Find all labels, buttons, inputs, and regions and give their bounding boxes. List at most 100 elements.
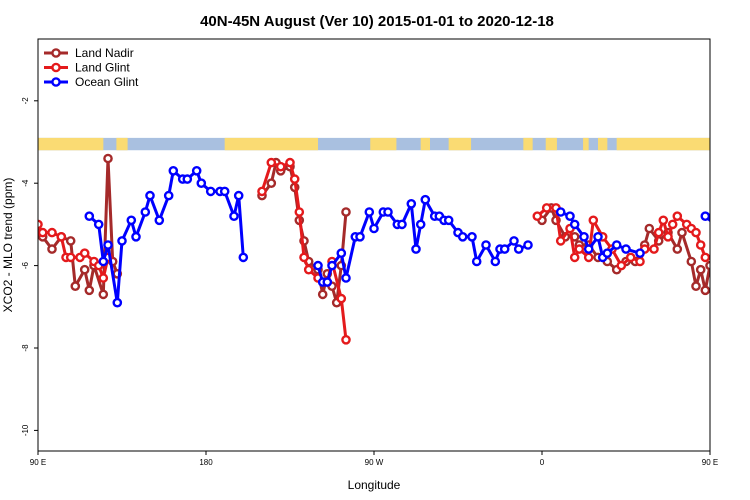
data-point bbox=[238, 252, 249, 263]
data-point bbox=[583, 252, 594, 263]
data-point bbox=[471, 256, 482, 267]
data-point bbox=[98, 273, 109, 283]
data-point bbox=[364, 207, 375, 217]
data-point bbox=[219, 186, 230, 197]
data-point bbox=[677, 227, 687, 238]
data-point bbox=[98, 289, 109, 300]
data-point bbox=[565, 211, 575, 221]
data-point bbox=[691, 227, 701, 238]
land-band bbox=[370, 137, 397, 151]
x-tick-label: 90 E bbox=[702, 458, 718, 467]
data-point bbox=[691, 281, 701, 292]
land-band bbox=[38, 137, 104, 151]
data-point bbox=[499, 244, 510, 254]
data-point bbox=[84, 211, 95, 221]
data-point bbox=[667, 219, 678, 230]
data-point bbox=[555, 207, 566, 217]
data-point bbox=[621, 244, 631, 254]
data-point bbox=[117, 236, 127, 246]
data-point bbox=[313, 260, 323, 271]
data-point bbox=[383, 207, 393, 217]
legend-label: Land Glint bbox=[75, 61, 130, 75]
x-tick-label: 90 W bbox=[365, 458, 384, 467]
x-tick-label: 90 E bbox=[30, 458, 46, 467]
data-point bbox=[653, 227, 664, 238]
data-point bbox=[716, 291, 723, 298]
data-point bbox=[336, 248, 347, 258]
data-point bbox=[336, 293, 347, 304]
data-point bbox=[84, 285, 95, 296]
series-layer bbox=[38, 153, 750, 345]
data-point bbox=[541, 203, 552, 213]
data-point bbox=[299, 252, 309, 263]
land-band bbox=[598, 137, 608, 151]
series-line bbox=[260, 161, 348, 340]
data-point bbox=[744, 217, 750, 224]
data-point bbox=[611, 240, 622, 250]
data-point bbox=[602, 248, 613, 258]
data-point bbox=[266, 178, 277, 188]
data-point bbox=[593, 231, 603, 242]
legend-item: Land Nadir bbox=[44, 46, 134, 60]
data-point bbox=[734, 254, 741, 261]
data-point bbox=[672, 244, 683, 254]
data-point bbox=[725, 262, 732, 269]
data-point bbox=[79, 248, 90, 258]
data-point bbox=[420, 194, 431, 205]
data-point bbox=[131, 231, 141, 242]
land-ocean-mask bbox=[38, 137, 710, 151]
data-point bbox=[303, 264, 314, 275]
data-point bbox=[285, 157, 295, 168]
data-point bbox=[709, 223, 710, 226]
data-point bbox=[663, 231, 673, 242]
legend-swatch-marker bbox=[51, 62, 61, 73]
data-point bbox=[513, 244, 524, 254]
y-axis: -2 -4 -6 -8 -10 bbox=[21, 97, 38, 436]
data-point bbox=[145, 190, 155, 201]
land-band bbox=[448, 137, 472, 151]
legend-item: Ocean Glint bbox=[44, 75, 139, 89]
y-tick-label: -10 bbox=[21, 424, 30, 436]
land-band bbox=[523, 137, 533, 151]
data-point bbox=[720, 155, 727, 162]
data-point bbox=[275, 161, 286, 172]
data-point bbox=[658, 215, 669, 226]
data-point bbox=[734, 237, 741, 244]
data-point bbox=[588, 215, 599, 226]
data-point bbox=[182, 174, 193, 184]
series-ocean-glint bbox=[84, 165, 750, 308]
data-point bbox=[509, 236, 519, 246]
data-point bbox=[93, 219, 104, 230]
data-point bbox=[112, 297, 123, 308]
data-point bbox=[38, 227, 48, 238]
data-point bbox=[168, 165, 179, 176]
data-point bbox=[56, 231, 67, 242]
land-band bbox=[616, 137, 710, 151]
data-point bbox=[355, 231, 365, 242]
x-tick-label: 180 bbox=[199, 458, 213, 467]
data-point bbox=[467, 231, 477, 242]
y-tick-label: -6 bbox=[21, 261, 30, 269]
chart-title: 40N-45N August (Ver 10) 2015-01-01 to 20… bbox=[200, 13, 554, 30]
data-point bbox=[700, 252, 710, 263]
data-point bbox=[257, 186, 267, 197]
data-point bbox=[205, 186, 216, 197]
data-point bbox=[341, 207, 351, 217]
data-point bbox=[233, 190, 244, 201]
data-point bbox=[317, 289, 328, 300]
data-point bbox=[415, 219, 426, 230]
data-point bbox=[397, 219, 407, 230]
data-point bbox=[616, 260, 627, 271]
data-point bbox=[644, 223, 655, 234]
x-axis: 90 E 180 90 W 0 90 E bbox=[30, 451, 718, 467]
data-point bbox=[672, 211, 683, 221]
y-axis-label: XCO2 - MLO trend (ppm) bbox=[1, 178, 15, 313]
series-line bbox=[704, 215, 710, 223]
data-point bbox=[569, 252, 580, 263]
data-point bbox=[555, 236, 566, 246]
data-point bbox=[695, 264, 706, 275]
data-point bbox=[686, 256, 697, 267]
data-point bbox=[730, 270, 737, 277]
data-point bbox=[289, 174, 300, 184]
